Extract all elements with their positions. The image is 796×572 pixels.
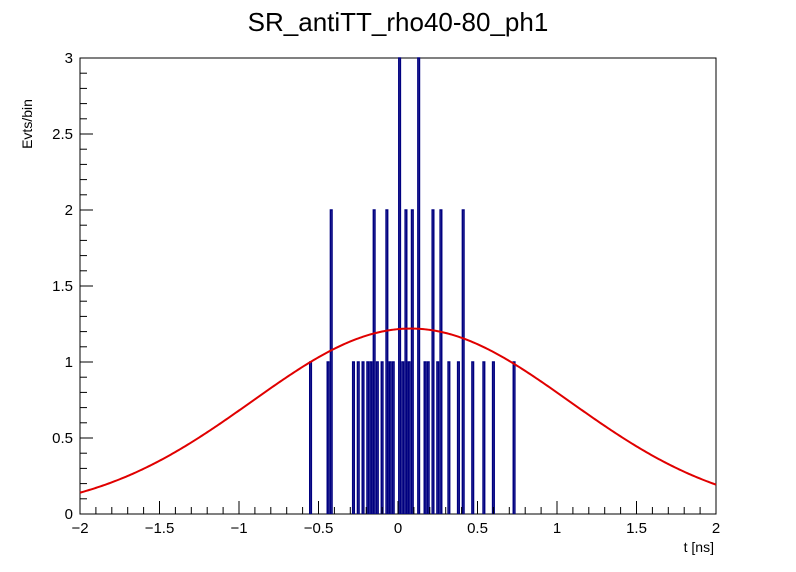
histogram-bin-19 [417,57,421,514]
histogram-bin-16 [404,209,408,514]
y-axis-label: Evts/bin [19,99,35,149]
histogram-bin-22 [431,209,435,514]
histogram-bin-12 [388,361,392,514]
histogram-bin-13 [391,361,395,514]
histogram-bin-11 [385,209,389,514]
histogram-bin-26 [456,361,460,514]
histogram-bin-23 [436,361,440,514]
histogram-bin-20 [423,361,427,514]
histogram-bin-3 [351,361,356,514]
gaussian-fit-curve [79,327,717,494]
histogram-bin-4 [356,361,360,514]
x-tick-label: 1.5 [626,520,647,537]
chart-title: SR_antiTT_rho40-80_ph1 [248,7,549,37]
y-tick-label: 3 [65,50,73,67]
x-tick-label: 1 [553,520,561,537]
histogram-bin-8 [372,209,376,514]
x-axis-label: t [ns] [684,539,714,555]
histogram-bin-17 [407,361,411,514]
x-tick-label: 2 [712,520,720,537]
x-tick-label: −2 [71,520,88,537]
histogram-bin-5 [361,361,365,514]
histogram-bin-15 [401,361,405,514]
x-tick-label: −0.5 [304,520,334,537]
histogram-bin-2 [329,209,333,514]
histogram-bin-24 [439,209,443,514]
y-tick-label: 1.5 [52,278,73,295]
histogram-bars [309,57,516,514]
histogram-bin-28 [471,361,475,514]
histogram-bin-25 [447,361,451,514]
histogram-bin-7 [369,361,373,514]
histogram-bin-31 [512,361,516,514]
x-tick-label: 0.5 [467,520,488,537]
histogram-bin-9 [375,361,379,514]
histogram-bin-27 [461,209,465,514]
y-tick-label: 0.5 [52,430,73,447]
histogram-bin-30 [491,361,495,514]
y-tick-label: 2 [65,202,73,219]
x-tick-label: −1 [230,520,247,537]
x-tick-label: −1.5 [145,520,175,537]
histogram-bin-29 [482,361,486,514]
histogram-bin-6 [366,361,370,514]
histogram-bin-18 [410,209,414,514]
x-axis-ticks: −2 −1.5 −1 −0.5 0 0.5 1 1.5 2 [71,501,720,537]
x-tick-label: 0 [394,520,402,537]
histogram-bin-1 [326,361,330,514]
histogram-bin-10 [380,361,384,514]
y-axis-ticks: 0 0.5 1 1.5 2 2.5 3 [52,50,93,523]
y-tick-label: 2.5 [52,126,73,143]
histogram-bin-14 [398,57,402,514]
histogram-bin-21 [426,361,430,514]
y-tick-label: 1 [65,354,73,371]
y-tick-label: 0 [65,506,73,523]
